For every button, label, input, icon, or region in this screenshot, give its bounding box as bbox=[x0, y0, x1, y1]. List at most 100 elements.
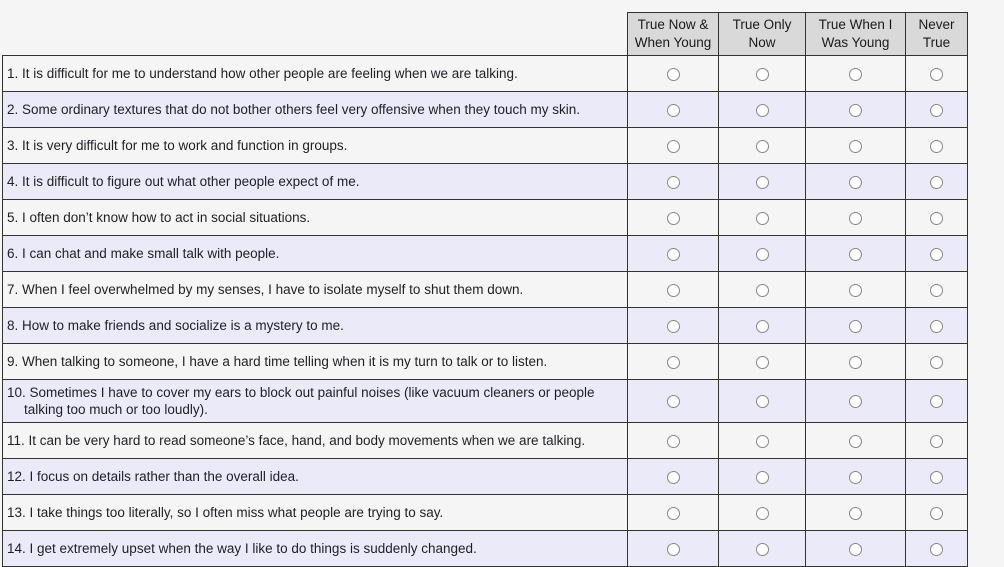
option-cell-true-when-i-was-young[interactable] bbox=[805, 55, 906, 92]
option-cell-true-when-i-was-young[interactable] bbox=[805, 271, 906, 308]
option-cell-never-true[interactable] bbox=[905, 55, 968, 92]
radio-never-true[interactable] bbox=[930, 506, 943, 520]
radio-true-only-now[interactable] bbox=[755, 247, 769, 261]
option-cell-true-only-now[interactable] bbox=[718, 307, 806, 344]
option-cell-true-only-now[interactable] bbox=[718, 235, 806, 272]
option-cell-true-when-i-was-young[interactable] bbox=[805, 379, 906, 423]
radio-true-only-now[interactable] bbox=[755, 506, 769, 520]
radio-true-now-and-when-young[interactable] bbox=[666, 211, 680, 225]
radio-true-only-now[interactable] bbox=[755, 395, 769, 409]
radio-true-only-now[interactable] bbox=[755, 355, 769, 369]
radio-never-true[interactable] bbox=[930, 247, 943, 261]
option-cell-true-only-now[interactable] bbox=[718, 163, 806, 200]
option-cell-never-true[interactable] bbox=[905, 199, 968, 236]
option-cell-true-now-and-when-young[interactable] bbox=[627, 55, 719, 92]
radio-true-when-i-was-young[interactable] bbox=[849, 139, 862, 153]
option-cell-true-when-i-was-young[interactable] bbox=[805, 163, 906, 200]
radio-true-only-now[interactable] bbox=[755, 103, 769, 117]
radio-true-when-i-was-young[interactable] bbox=[849, 319, 862, 333]
option-cell-never-true[interactable] bbox=[905, 422, 968, 459]
option-cell-true-when-i-was-young[interactable] bbox=[805, 127, 906, 164]
radio-true-only-now[interactable] bbox=[755, 283, 769, 297]
radio-never-true[interactable] bbox=[930, 434, 943, 448]
radio-true-only-now[interactable] bbox=[755, 67, 769, 81]
option-cell-true-only-now[interactable] bbox=[718, 91, 806, 128]
radio-true-when-i-was-young[interactable] bbox=[849, 103, 862, 117]
radio-never-true[interactable] bbox=[930, 103, 943, 117]
option-cell-never-true[interactable] bbox=[905, 530, 968, 567]
radio-true-only-now[interactable] bbox=[755, 139, 769, 153]
radio-true-only-now[interactable] bbox=[755, 470, 769, 484]
radio-true-now-and-when-young[interactable] bbox=[666, 175, 680, 189]
radio-true-when-i-was-young[interactable] bbox=[849, 395, 862, 409]
option-cell-true-now-and-when-young[interactable] bbox=[627, 199, 719, 236]
option-cell-true-now-and-when-young[interactable] bbox=[627, 235, 719, 272]
radio-true-now-and-when-young[interactable] bbox=[666, 470, 680, 484]
option-cell-true-only-now[interactable] bbox=[718, 494, 806, 531]
option-cell-never-true[interactable] bbox=[905, 343, 968, 380]
radio-true-now-and-when-young[interactable] bbox=[666, 355, 680, 369]
radio-true-only-now[interactable] bbox=[755, 319, 769, 333]
radio-true-only-now[interactable] bbox=[755, 211, 769, 225]
radio-never-true[interactable] bbox=[930, 355, 943, 369]
option-cell-true-when-i-was-young[interactable] bbox=[805, 235, 906, 272]
option-cell-never-true[interactable] bbox=[905, 494, 968, 531]
option-cell-never-true[interactable] bbox=[905, 271, 968, 308]
radio-true-now-and-when-young[interactable] bbox=[666, 395, 680, 409]
radio-true-now-and-when-young[interactable] bbox=[666, 506, 680, 520]
option-cell-true-now-and-when-young[interactable] bbox=[627, 458, 719, 495]
radio-true-now-and-when-young[interactable] bbox=[666, 67, 680, 81]
option-cell-true-only-now[interactable] bbox=[718, 458, 806, 495]
option-cell-true-now-and-when-young[interactable] bbox=[627, 379, 719, 423]
option-cell-true-when-i-was-young[interactable] bbox=[805, 494, 906, 531]
radio-true-when-i-was-young[interactable] bbox=[849, 506, 862, 520]
radio-true-when-i-was-young[interactable] bbox=[849, 355, 862, 369]
option-cell-true-only-now[interactable] bbox=[718, 271, 806, 308]
option-cell-true-when-i-was-young[interactable] bbox=[805, 307, 906, 344]
option-cell-never-true[interactable] bbox=[905, 127, 968, 164]
option-cell-true-now-and-when-young[interactable] bbox=[627, 271, 719, 308]
radio-never-true[interactable] bbox=[930, 319, 943, 333]
radio-true-when-i-was-young[interactable] bbox=[849, 175, 862, 189]
option-cell-true-now-and-when-young[interactable] bbox=[627, 494, 719, 531]
radio-never-true[interactable] bbox=[930, 175, 943, 189]
option-cell-never-true[interactable] bbox=[905, 458, 968, 495]
option-cell-true-when-i-was-young[interactable] bbox=[805, 91, 906, 128]
radio-true-when-i-was-young[interactable] bbox=[849, 434, 862, 448]
radio-true-now-and-when-young[interactable] bbox=[666, 103, 680, 117]
option-cell-true-when-i-was-young[interactable] bbox=[805, 199, 906, 236]
radio-true-when-i-was-young[interactable] bbox=[849, 542, 862, 556]
option-cell-true-when-i-was-young[interactable] bbox=[805, 343, 906, 380]
option-cell-true-when-i-was-young[interactable] bbox=[805, 530, 906, 567]
radio-true-when-i-was-young[interactable] bbox=[849, 470, 862, 484]
radio-true-only-now[interactable] bbox=[755, 434, 769, 448]
radio-true-only-now[interactable] bbox=[755, 175, 769, 189]
option-cell-true-now-and-when-young[interactable] bbox=[627, 91, 719, 128]
option-cell-true-when-i-was-young[interactable] bbox=[805, 422, 906, 459]
option-cell-true-only-now[interactable] bbox=[718, 379, 806, 423]
option-cell-true-only-now[interactable] bbox=[718, 530, 806, 567]
option-cell-true-now-and-when-young[interactable] bbox=[627, 307, 719, 344]
radio-never-true[interactable] bbox=[930, 395, 943, 409]
option-cell-true-only-now[interactable] bbox=[718, 55, 806, 92]
radio-never-true[interactable] bbox=[930, 470, 943, 484]
option-cell-never-true[interactable] bbox=[905, 235, 968, 272]
radio-true-now-and-when-young[interactable] bbox=[666, 319, 680, 333]
option-cell-true-only-now[interactable] bbox=[718, 343, 806, 380]
radio-true-now-and-when-young[interactable] bbox=[666, 247, 680, 261]
option-cell-never-true[interactable] bbox=[905, 379, 968, 423]
radio-true-now-and-when-young[interactable] bbox=[666, 283, 680, 297]
radio-true-now-and-when-young[interactable] bbox=[666, 542, 680, 556]
option-cell-true-now-and-when-young[interactable] bbox=[627, 530, 719, 567]
radio-never-true[interactable] bbox=[930, 211, 943, 225]
option-cell-true-now-and-when-young[interactable] bbox=[627, 127, 719, 164]
option-cell-true-now-and-when-young[interactable] bbox=[627, 422, 719, 459]
radio-true-now-and-when-young[interactable] bbox=[666, 434, 680, 448]
radio-never-true[interactable] bbox=[930, 542, 943, 556]
radio-true-only-now[interactable] bbox=[755, 542, 769, 556]
radio-never-true[interactable] bbox=[930, 283, 943, 297]
radio-true-when-i-was-young[interactable] bbox=[849, 67, 862, 81]
radio-never-true[interactable] bbox=[930, 67, 943, 81]
radio-true-when-i-was-young[interactable] bbox=[849, 211, 862, 225]
option-cell-true-only-now[interactable] bbox=[718, 127, 806, 164]
